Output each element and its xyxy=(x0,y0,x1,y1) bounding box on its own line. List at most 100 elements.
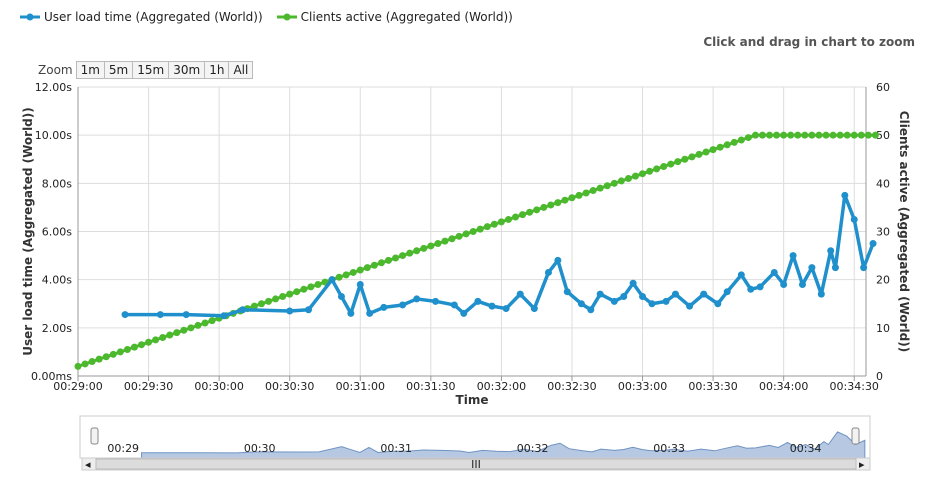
load-time-point[interactable] xyxy=(337,293,345,301)
load-time-point[interactable] xyxy=(747,285,755,293)
scrollbar-thumb[interactable] xyxy=(95,458,857,470)
clients-point[interactable] xyxy=(843,131,851,139)
clients-point[interactable] xyxy=(751,131,759,139)
clients-point[interactable] xyxy=(201,319,209,327)
clients-point[interactable] xyxy=(293,288,301,296)
clients-point[interactable] xyxy=(363,264,371,272)
clients-point[interactable] xyxy=(864,131,872,139)
clients-point[interactable] xyxy=(610,179,618,187)
clients-point[interactable] xyxy=(173,329,181,337)
clients-point[interactable] xyxy=(617,177,625,185)
load-time-point[interactable] xyxy=(723,288,731,296)
clients-point[interactable] xyxy=(152,336,160,344)
clients-point[interactable] xyxy=(815,131,823,139)
load-time-point[interactable] xyxy=(286,307,294,315)
clients-point[interactable] xyxy=(356,266,364,274)
clients-point[interactable] xyxy=(822,131,830,139)
clients-point[interactable] xyxy=(377,259,385,267)
clients-point[interactable] xyxy=(476,225,484,233)
load-time-point[interactable] xyxy=(544,268,552,276)
clients-point[interactable] xyxy=(653,165,661,173)
clients-point[interactable] xyxy=(688,153,696,161)
zoom-button-5m[interactable]: 5m xyxy=(103,61,134,79)
load-time-point[interactable] xyxy=(798,280,806,288)
clients-point[interactable] xyxy=(526,208,534,216)
load-time-point[interactable] xyxy=(662,297,670,305)
load-time-point[interactable] xyxy=(328,276,336,284)
load-time-point[interactable] xyxy=(850,215,858,223)
clients-point[interactable] xyxy=(702,148,710,156)
clients-point[interactable] xyxy=(413,247,421,255)
load-time-point[interactable] xyxy=(432,297,440,305)
navigator-right-handle[interactable] xyxy=(851,427,860,445)
clients-point[interactable] xyxy=(547,201,555,209)
clients-point[interactable] xyxy=(166,331,174,339)
clients-point[interactable] xyxy=(631,172,639,180)
clients-point[interactable] xyxy=(871,131,879,139)
clients-point[interactable] xyxy=(314,280,322,288)
zoom-button-30m[interactable]: 30m xyxy=(168,61,206,79)
load-time-point[interactable] xyxy=(156,311,164,319)
clients-point[interactable] xyxy=(504,215,512,223)
legend-item-clients[interactable]: Clients active (Aggregated (World)) xyxy=(276,10,513,24)
clients-point[interactable] xyxy=(695,150,703,158)
clients-point[interactable] xyxy=(575,191,583,199)
load-time-point[interactable] xyxy=(700,290,708,298)
load-time-point[interactable] xyxy=(860,264,868,272)
load-time-point[interactable] xyxy=(808,264,816,272)
clients-point[interactable] xyxy=(483,223,491,231)
clients-point[interactable] xyxy=(469,228,477,235)
clients-point[interactable] xyxy=(801,131,809,139)
clients-point[interactable] xyxy=(286,290,294,298)
clients-point[interactable] xyxy=(639,170,647,178)
load-time-point[interactable] xyxy=(399,301,407,309)
load-time-point[interactable] xyxy=(460,309,468,317)
clients-point[interactable] xyxy=(74,362,82,370)
clients-point[interactable] xyxy=(646,167,654,175)
load-time-point[interactable] xyxy=(620,293,628,301)
zoom-button-1h[interactable]: 1h xyxy=(204,61,230,79)
clients-point[interactable] xyxy=(265,297,273,305)
clients-point[interactable] xyxy=(519,211,527,219)
load-time-point[interactable] xyxy=(356,280,364,288)
clients-point[interactable] xyxy=(250,302,258,310)
load-time-point[interactable] xyxy=(671,290,679,298)
clients-point[interactable] xyxy=(554,199,562,207)
clients-point[interactable] xyxy=(441,237,449,245)
clients-point[interactable] xyxy=(512,213,520,221)
load-time-point[interactable] xyxy=(530,305,538,313)
clients-point[interactable] xyxy=(406,249,414,257)
clients-point[interactable] xyxy=(349,268,357,276)
clients-point[interactable] xyxy=(130,343,138,351)
clients-point[interactable] xyxy=(766,131,774,139)
clients-point[interactable] xyxy=(95,355,103,363)
clients-point[interactable] xyxy=(370,261,378,269)
clients-point[interactable] xyxy=(490,220,498,228)
load-time-point[interactable] xyxy=(516,290,524,298)
clients-point[interactable] xyxy=(624,175,632,183)
clients-point[interactable] xyxy=(794,131,802,139)
clients-point[interactable] xyxy=(808,131,816,139)
clients-point[interactable] xyxy=(455,232,463,240)
load-time-point[interactable] xyxy=(587,306,595,314)
clients-point[interactable] xyxy=(335,273,343,281)
load-time-point[interactable] xyxy=(220,312,228,320)
clients-point[interactable] xyxy=(88,358,96,366)
clients-point[interactable] xyxy=(561,196,569,204)
zoom-button-15m[interactable]: 15m xyxy=(132,61,170,79)
clients-point[interactable] xyxy=(589,187,597,195)
clients-point[interactable] xyxy=(759,131,767,139)
clients-point[interactable] xyxy=(307,283,315,291)
load-time-point[interactable] xyxy=(629,279,637,287)
load-time-point[interactable] xyxy=(488,302,496,310)
load-time-point[interactable] xyxy=(827,247,835,255)
load-time-point[interactable] xyxy=(770,268,778,276)
clients-point[interactable] xyxy=(730,138,738,146)
clients-point[interactable] xyxy=(145,338,153,346)
load-time-point[interactable] xyxy=(831,264,839,272)
clients-point[interactable] xyxy=(392,254,400,262)
load-time-point[interactable] xyxy=(366,309,374,317)
clients-point[interactable] xyxy=(116,348,124,356)
clients-point[interactable] xyxy=(737,136,745,144)
